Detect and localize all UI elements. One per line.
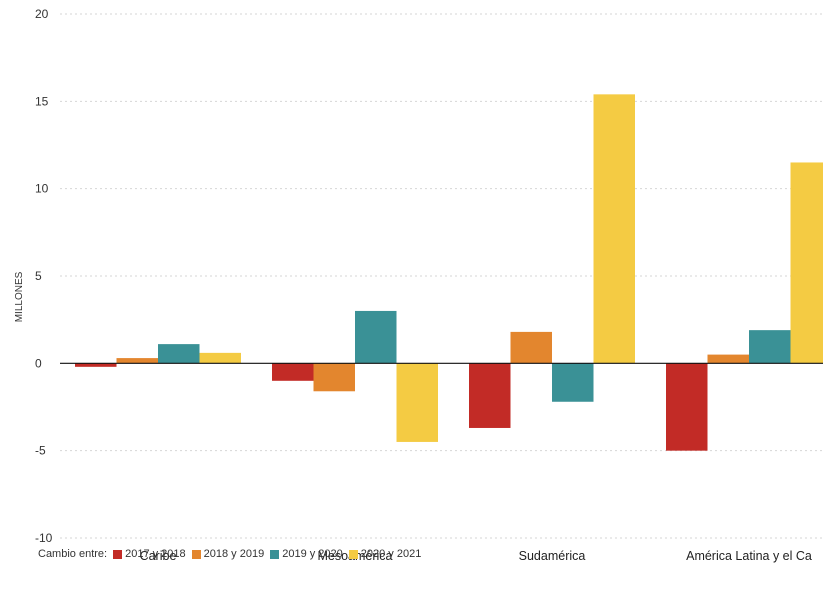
bar [790, 162, 823, 364]
legend: Cambio entre: 2017 y 2018 2018 y 2019 20… [38, 548, 427, 560]
bar [116, 358, 158, 364]
legend-label: 2018 y 2019 [203, 548, 265, 560]
legend-item: 2020 y 2021 [348, 548, 422, 560]
y-tick-label: 5 [35, 269, 42, 283]
bar [313, 363, 355, 392]
bars [75, 94, 823, 451]
y-tick-label: -10 [35, 531, 53, 545]
legend-swatch [191, 549, 201, 559]
bar [707, 354, 749, 364]
bar [272, 363, 314, 381]
legend-item: 2017 y 2018 [113, 548, 186, 560]
x-axis-ticks: CaribeMesoaméricaSudaméricaAmérica Latin… [140, 549, 812, 563]
legend-swatch [270, 549, 280, 559]
bar [510, 331, 552, 364]
legend-swatch [348, 549, 358, 559]
bar [355, 310, 397, 364]
legend-swatch [113, 549, 123, 559]
y-axis-ticks: -10 -5 0 5 10 15 20 [35, 7, 53, 545]
y-axis-label: MILLONES [14, 271, 25, 322]
bar [158, 344, 200, 364]
bar [552, 363, 594, 402]
grid-lines [60, 13, 823, 539]
bar [396, 363, 438, 442]
legend-label: 2019 y 2020 [282, 548, 343, 560]
bar [75, 363, 117, 367]
y-tick-label: 10 [35, 182, 49, 196]
y-tick-label: 0 [35, 356, 42, 370]
y-tick-label: -5 [35, 444, 46, 458]
x-tick-label: Sudamérica [519, 549, 586, 563]
y-tick-label: 20 [35, 7, 49, 21]
bar [593, 94, 635, 364]
legend-label: 2017 y 2018 [125, 548, 186, 560]
legend-label: 2020 y 2021 [360, 548, 422, 560]
legend-item: 2018 y 2019 [191, 548, 265, 560]
bar [666, 363, 708, 451]
x-tick-label: Caribe [140, 549, 177, 563]
bar [199, 352, 241, 364]
bar [749, 330, 791, 364]
legend-item: 2019 y 2020 [270, 548, 343, 560]
legend-title: Cambio entre: [38, 548, 108, 560]
y-tick-label: 15 [35, 94, 49, 108]
bar [469, 363, 511, 428]
x-tick-label: América Latina y el Ca [686, 549, 812, 563]
